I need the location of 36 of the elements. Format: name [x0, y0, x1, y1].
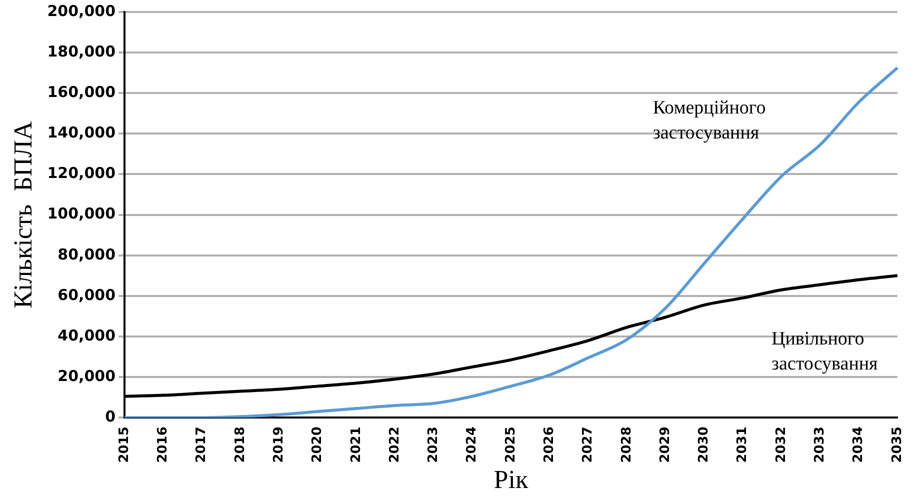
x-tick-label: 2028 [619, 426, 634, 463]
x-tick-label: 2017 [194, 426, 210, 463]
x-tick-label: 2019 [271, 426, 286, 463]
x-tick-label: 2015 [116, 426, 132, 463]
y-tick-label: 100,000 [47, 204, 116, 223]
y-tick-label: 200,000 [47, 2, 116, 20]
series-label: Комерційного застосування [652, 97, 766, 144]
y-tick-label: 40,000 [58, 326, 116, 344]
y-tick-label: 160,000 [47, 83, 116, 102]
x-tick-label: 2034 [851, 426, 866, 463]
y-tick-label: 60,000 [58, 286, 116, 304]
x-tick-label: 2018 [232, 426, 248, 463]
y-tick-label: 180,000 [47, 42, 116, 60]
x-tick-label: 2031 [735, 426, 750, 463]
x-tick-label: 2035 [890, 426, 905, 463]
x-tick-label: 2024 [464, 426, 480, 463]
y-axis-title: Кількість БПЛА [8, 121, 38, 308]
x-tick-label: 2033 [812, 426, 828, 463]
x-tick-label: 2027 [580, 426, 596, 463]
y-tick-label: 0 [105, 408, 116, 426]
x-tick-label: 2032 [774, 426, 789, 463]
y-tick-label: 20,000 [58, 366, 116, 385]
x-tick-label: 2020 [310, 426, 326, 463]
series-label: Цивільного застосування [771, 328, 878, 374]
x-tick-label: 2030 [696, 426, 712, 463]
y-tick-label: 80,000 [58, 245, 116, 264]
x-tick-label: 2016 [156, 426, 171, 463]
y-tick-label: 140,000 [47, 124, 116, 142]
x-tick-label: 2025 [503, 426, 518, 463]
x-tick-label: 2026 [542, 426, 557, 463]
x-tick-label: 2023 [426, 426, 442, 463]
x-axis-title: Рік [494, 465, 528, 494]
x-tick-label: 2021 [348, 426, 364, 463]
x-tick-label: 2029 [658, 426, 673, 463]
x-tick-label: 2022 [387, 426, 402, 463]
y-tick-label: 120,000 [47, 164, 116, 182]
